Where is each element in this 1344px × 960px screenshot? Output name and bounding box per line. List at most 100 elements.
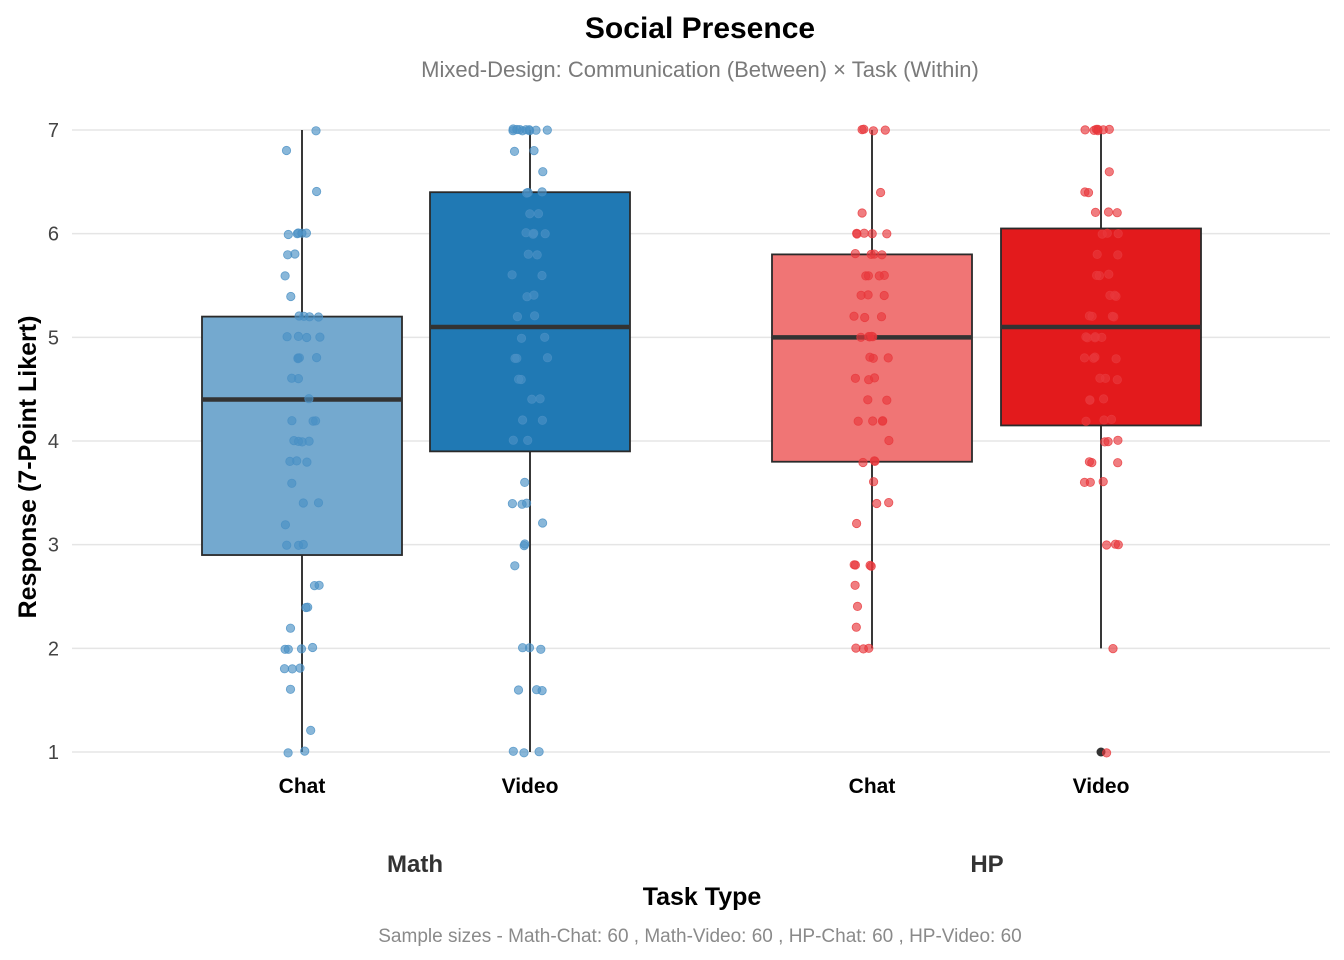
hp-chat-point: [876, 312, 887, 322]
hp-video-point: [1112, 208, 1122, 218]
hp-chat-point: [869, 249, 879, 259]
hp-chat-point: [868, 416, 878, 426]
math-video-point: [510, 561, 520, 571]
math-chat-box: [201, 315, 403, 556]
hp-video-point: [1102, 540, 1112, 550]
math-video-point: [542, 125, 552, 135]
hp-chat-point: [850, 373, 861, 383]
hp-chat-point: [879, 290, 889, 301]
x-tick-label-hp-video: Video: [1073, 775, 1130, 798]
hp-chat-point: [868, 126, 879, 136]
math-chat-point: [296, 644, 307, 654]
math-video-point: [525, 209, 535, 219]
math-chat-point: [297, 228, 307, 238]
x-axis-ticks: Math Chat Video HP Chat Video: [279, 775, 1130, 878]
math-chat-point: [285, 684, 296, 694]
math-video-point: [510, 353, 520, 363]
hp-video-point: [1100, 437, 1110, 447]
math-video-point: [537, 270, 547, 281]
math-chat-point: [282, 540, 292, 550]
hp-video-point: [1104, 269, 1114, 279]
jitter-points: [279, 124, 1123, 758]
math-video-point: [512, 124, 522, 135]
math-chat-point: [287, 416, 297, 426]
hp-video-point: [1098, 476, 1108, 487]
math-video-point: [508, 746, 518, 756]
hp-chat-point: [868, 477, 879, 487]
hp-chat-point: [872, 498, 882, 509]
math-video-point: [523, 435, 533, 445]
math-video-point: [517, 415, 528, 425]
math-chat-point: [314, 580, 324, 590]
sample-size-caption: Sample sizes - Math-Chat: 60 , Math-Vide…: [378, 926, 1022, 947]
math-chat-point: [279, 664, 290, 674]
math-chat-point: [313, 312, 324, 322]
hp-chat-point: [864, 643, 874, 653]
box-plots: [201, 130, 1202, 757]
math-video-point: [529, 146, 539, 156]
math-chat-point: [294, 353, 304, 363]
hp-chat-point: [865, 352, 875, 362]
hp-chat-point: [859, 124, 869, 134]
math-video-point: [540, 229, 550, 239]
math-video-point: [524, 125, 534, 135]
hp-chat-point: [878, 416, 888, 426]
math-video-point: [513, 685, 524, 695]
math-chat-point: [280, 520, 290, 530]
y-tick-label-3: 3: [48, 535, 59, 557]
math-video-point: [509, 146, 520, 156]
y-tick-label-5: 5: [48, 327, 59, 349]
math-video-point: [529, 311, 540, 321]
y-tick-label-6: 6: [48, 224, 59, 246]
hp-chat-point: [850, 560, 861, 570]
hp-chat-point: [882, 229, 892, 239]
hp-video-point: [1100, 373, 1111, 383]
x-axis-title: Task Type: [643, 883, 762, 911]
hp-video-point: [1092, 249, 1102, 259]
hp-chat-point: [867, 229, 877, 239]
hp-chat-point: [880, 125, 890, 135]
math-chat-point: [287, 664, 297, 674]
hp-video-point: [1104, 167, 1114, 177]
hp-chat-point: [877, 250, 887, 260]
hp-video-point: [1080, 187, 1090, 197]
math-chat-point: [282, 332, 292, 342]
hp-chat-point: [860, 312, 870, 323]
hp-chat-point: [863, 271, 874, 281]
hp-chat-point: [858, 457, 868, 468]
math-video-point: [538, 167, 548, 177]
hp-chat-point: [879, 270, 889, 280]
y-tick-label-7: 7: [48, 120, 59, 142]
hp-chat-point: [851, 622, 861, 632]
y-axis-ticks: 1 2 3 4 5 6 7: [48, 120, 59, 764]
math-chat-point: [304, 312, 315, 322]
y-tick-label-1: 1: [48, 742, 59, 764]
hp-video-point: [1113, 229, 1123, 239]
math-video-point: [507, 270, 517, 280]
math-video-point: [516, 374, 526, 385]
hp-chat-point: [857, 208, 867, 218]
math-chat-point: [281, 145, 292, 156]
math-chat-point: [298, 539, 308, 550]
hp-chat-point: [882, 395, 892, 405]
hp-video-point: [1113, 458, 1123, 468]
hp-video-point: [1111, 354, 1121, 364]
math-video-point: [533, 209, 544, 219]
hp-video-point: [1094, 270, 1105, 281]
math-video-point: [536, 644, 546, 654]
math-video-point: [527, 394, 537, 404]
math-video-point: [529, 228, 539, 238]
math-video-point: [521, 498, 532, 508]
math-video-point: [537, 518, 548, 528]
hp-video-point: [1103, 207, 1114, 217]
hp-video-point: [1085, 395, 1095, 405]
math-chat-point: [290, 249, 300, 259]
hp-video-point: [1090, 207, 1101, 217]
math-video-point: [537, 415, 548, 425]
math-chat-point: [286, 291, 296, 302]
math-video-point: [516, 333, 527, 343]
hp-chat-point: [884, 435, 894, 446]
x-tick-label-hp-chat: Chat: [849, 775, 896, 798]
x-tick-label-math-video: Video: [502, 775, 559, 798]
